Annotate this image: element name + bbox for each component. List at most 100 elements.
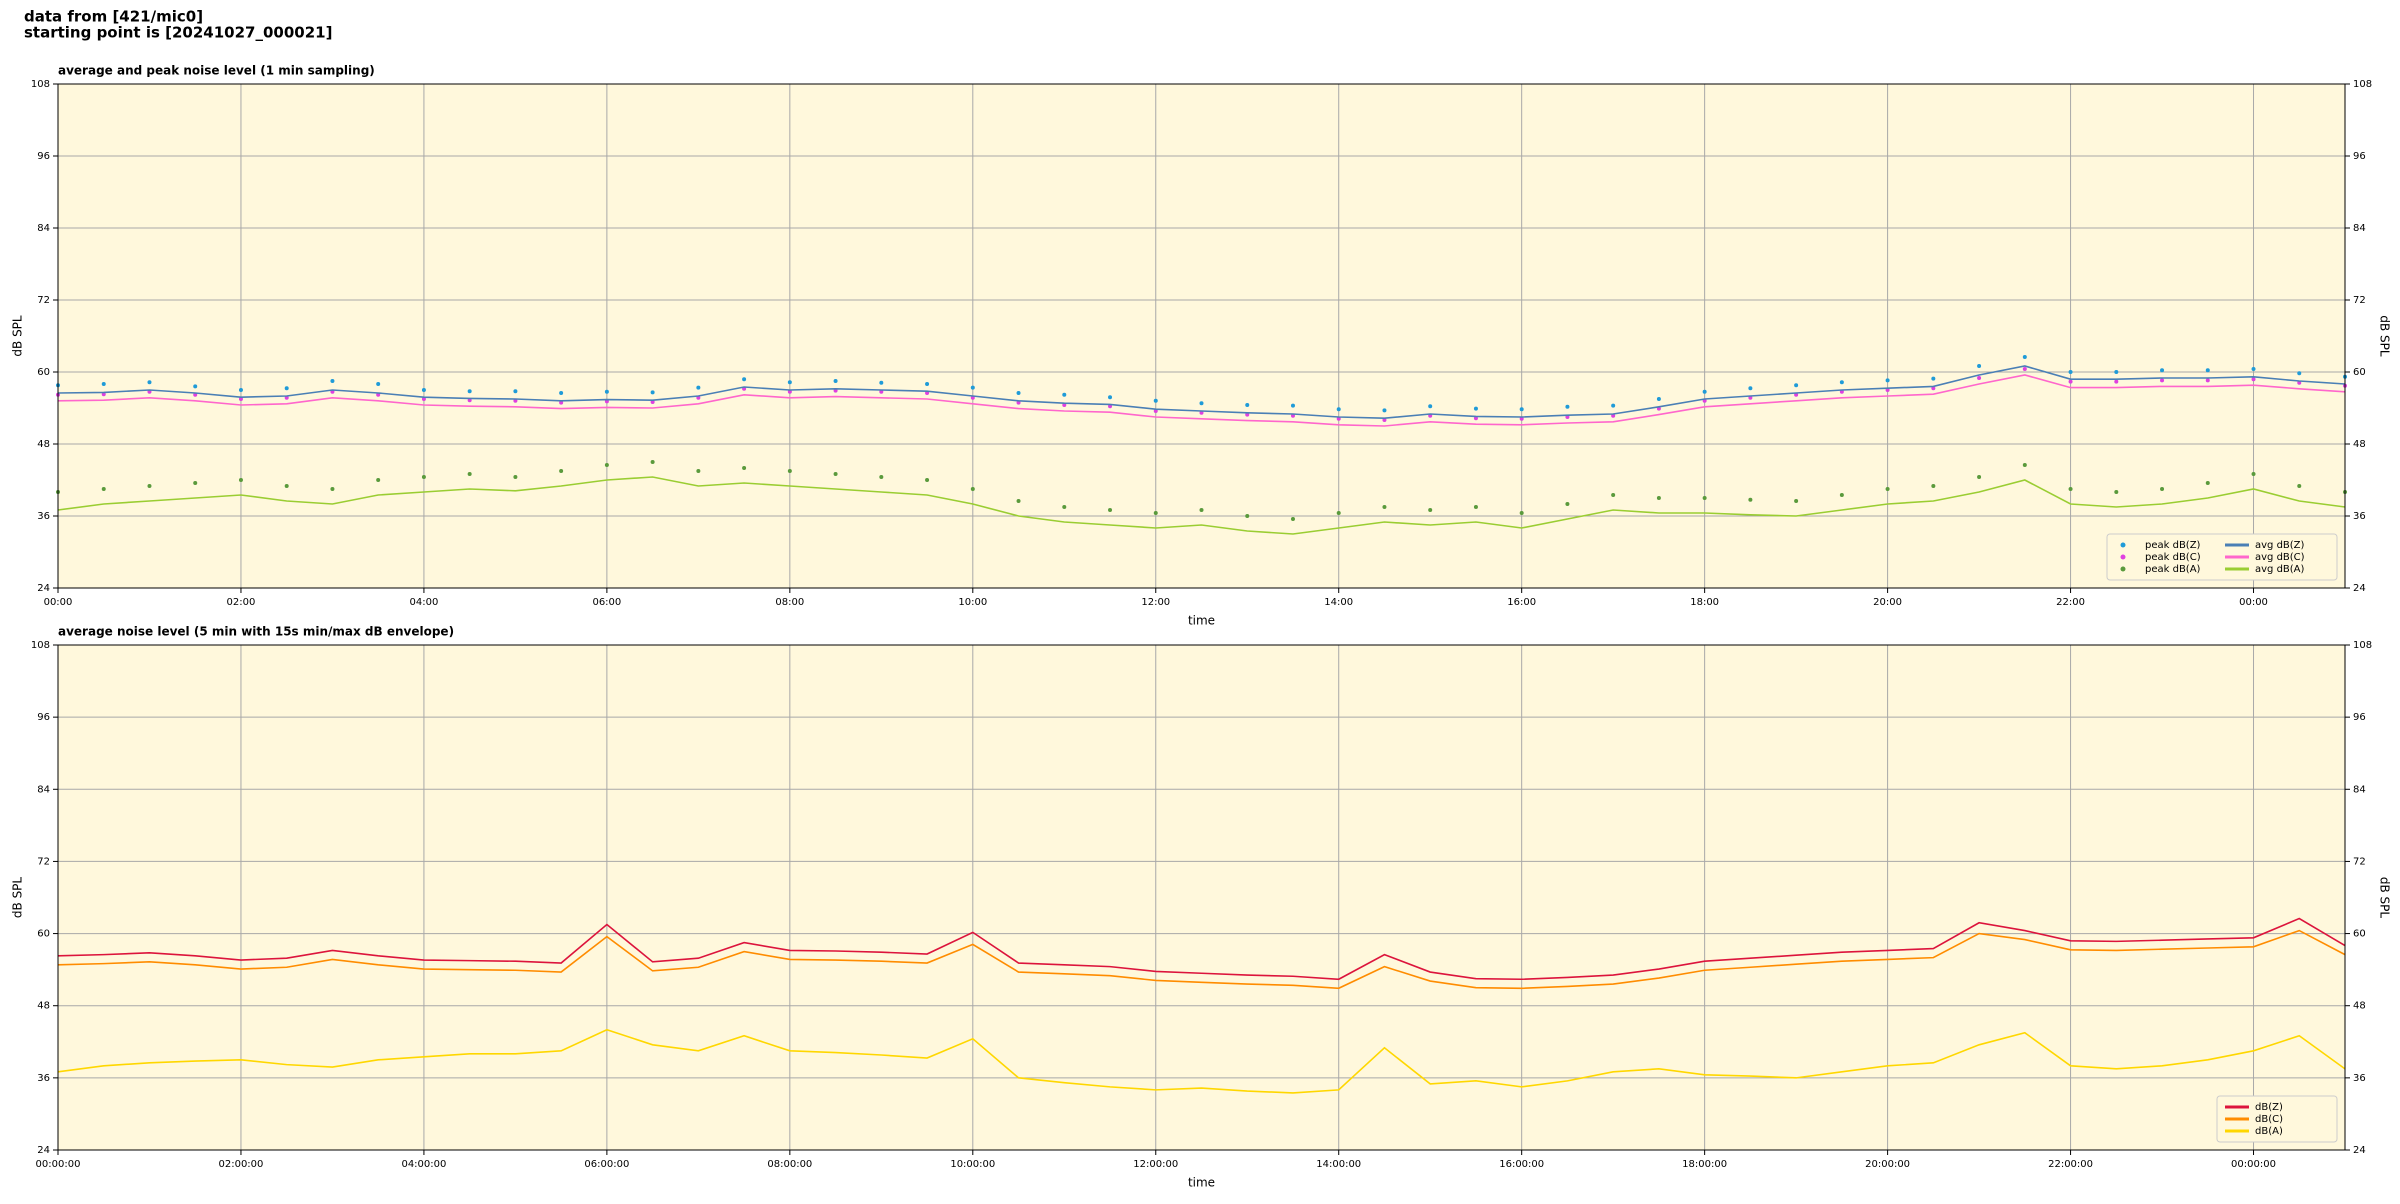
x-tick-label: 00:00:00: [36, 1159, 81, 1170]
legend-marker: [2120, 554, 2126, 560]
plot-background: [58, 645, 2345, 1150]
series-line: [57, 365, 2346, 420]
peak-point: [238, 478, 243, 482]
x-tick-label: 02:00: [227, 597, 256, 608]
peak-point: [650, 460, 655, 464]
x-tick-label: 16:00: [1507, 597, 1536, 608]
y-tick-label: 60: [37, 929, 50, 940]
peak-point: [1702, 496, 1707, 500]
peak-point: [2205, 368, 2210, 373]
y-tick-label: 96: [37, 712, 50, 723]
peak-point: [1519, 416, 1524, 421]
peak-point: [1656, 397, 1661, 401]
peak-point: [1977, 364, 1982, 368]
peak-point: [833, 472, 838, 476]
peak-point: [1977, 376, 1982, 380]
peak-point: [147, 380, 152, 385]
peak-point: [696, 385, 701, 390]
legend-label: dB(C): [2255, 1114, 2283, 1125]
x-tick-label: 12:00: [1141, 597, 1170, 608]
peak-point: [1748, 497, 1753, 502]
peak-point: [879, 380, 884, 385]
peak-point: [696, 469, 701, 473]
peak-point: [925, 478, 930, 482]
peak-point: [787, 380, 792, 385]
peak-point: [238, 397, 243, 401]
series-line: [57, 1028, 2346, 1094]
y-tick-label: 72: [37, 295, 50, 306]
legend-label: avg dB(Z): [2255, 540, 2305, 551]
peak-point: [284, 386, 289, 391]
peak-point: [1702, 389, 1707, 394]
peak-point: [2205, 481, 2210, 485]
peak-point: [284, 484, 289, 488]
peak-point: [787, 389, 792, 394]
peak-point: [1245, 514, 1250, 518]
y-tick-label-right: 96: [2353, 151, 2366, 162]
peak-point: [467, 389, 472, 394]
header-line: starting point is [20241027_000021]: [24, 24, 332, 42]
y-tick-label-right: 60: [2353, 367, 2366, 378]
x-tick-label: 06:00:00: [584, 1159, 629, 1170]
x-tick-label: 20:00: [1873, 597, 1902, 608]
x-tick-label: 20:00:00: [1865, 1159, 1910, 1170]
peak-point: [421, 388, 426, 392]
peak-point: [1062, 392, 1067, 397]
peak-point: [1519, 407, 1524, 412]
peak-point: [193, 481, 198, 485]
peak-point: [1931, 484, 1936, 488]
y-tick-label-right: 60: [2353, 929, 2366, 940]
y-axis-label-right: dB SPL: [2378, 315, 2392, 357]
plot-frame: [57, 644, 2346, 1151]
legend-label: peak dB(A): [2145, 564, 2201, 575]
peak-point: [2022, 355, 2027, 359]
peak-point: [238, 388, 243, 392]
peak-point: [1611, 403, 1616, 408]
peak-point: [1794, 383, 1799, 388]
peak-point: [2297, 371, 2302, 376]
peak-point: [2251, 472, 2256, 476]
peak-point: [1382, 408, 1387, 413]
legend-label: avg dB(A): [2255, 564, 2305, 575]
peak-point: [833, 379, 838, 383]
series-line: [57, 929, 2346, 990]
y-tick-label: 60: [37, 367, 50, 378]
legend-label: avg dB(C): [2255, 552, 2305, 563]
x-tick-label: 16:00:00: [1499, 1159, 1544, 1170]
series-line: [57, 476, 2346, 535]
y-tick-label: 108: [31, 79, 50, 90]
peak-point: [193, 384, 198, 389]
peak-point: [604, 463, 609, 467]
x-tick-label: 18:00: [1690, 597, 1719, 608]
y-tick-label-right: 24: [2353, 1145, 2366, 1156]
peak-point: [1382, 505, 1387, 509]
legend-marker: [2120, 566, 2126, 572]
peak-point: [1108, 508, 1113, 512]
chart-title: average and peak noise level (1 min samp…: [58, 64, 375, 78]
peak-point: [2114, 490, 2119, 494]
peak-point: [1611, 493, 1616, 497]
y-tick-label-right: 96: [2353, 712, 2366, 723]
peak-point: [559, 469, 564, 473]
x-tick-label: 00:00:00: [2231, 1159, 2276, 1170]
peak-point: [2114, 370, 2119, 374]
series-line: [57, 374, 2346, 427]
legend-label: dB(Z): [2255, 1102, 2283, 1113]
plot-frame: [57, 83, 2346, 589]
peak-point: [2251, 377, 2256, 382]
peak-point: [2022, 463, 2027, 467]
peak-point: [1153, 511, 1158, 515]
peak-point: [513, 389, 518, 394]
x-tick-label: 00:00: [2239, 597, 2268, 608]
peak-point: [376, 478, 381, 482]
legend-box: [2106, 533, 2338, 581]
peak-point: [1565, 404, 1570, 409]
peak-point: [559, 391, 564, 395]
chart-title: average noise level (5 min with 15s min/…: [58, 625, 454, 639]
x-axis-label: time: [1188, 1176, 1215, 1190]
peak-point: [879, 475, 884, 479]
y-axis-label-right: dB SPL: [2378, 877, 2392, 919]
peak-point: [559, 400, 564, 405]
peak-point: [1428, 508, 1433, 512]
